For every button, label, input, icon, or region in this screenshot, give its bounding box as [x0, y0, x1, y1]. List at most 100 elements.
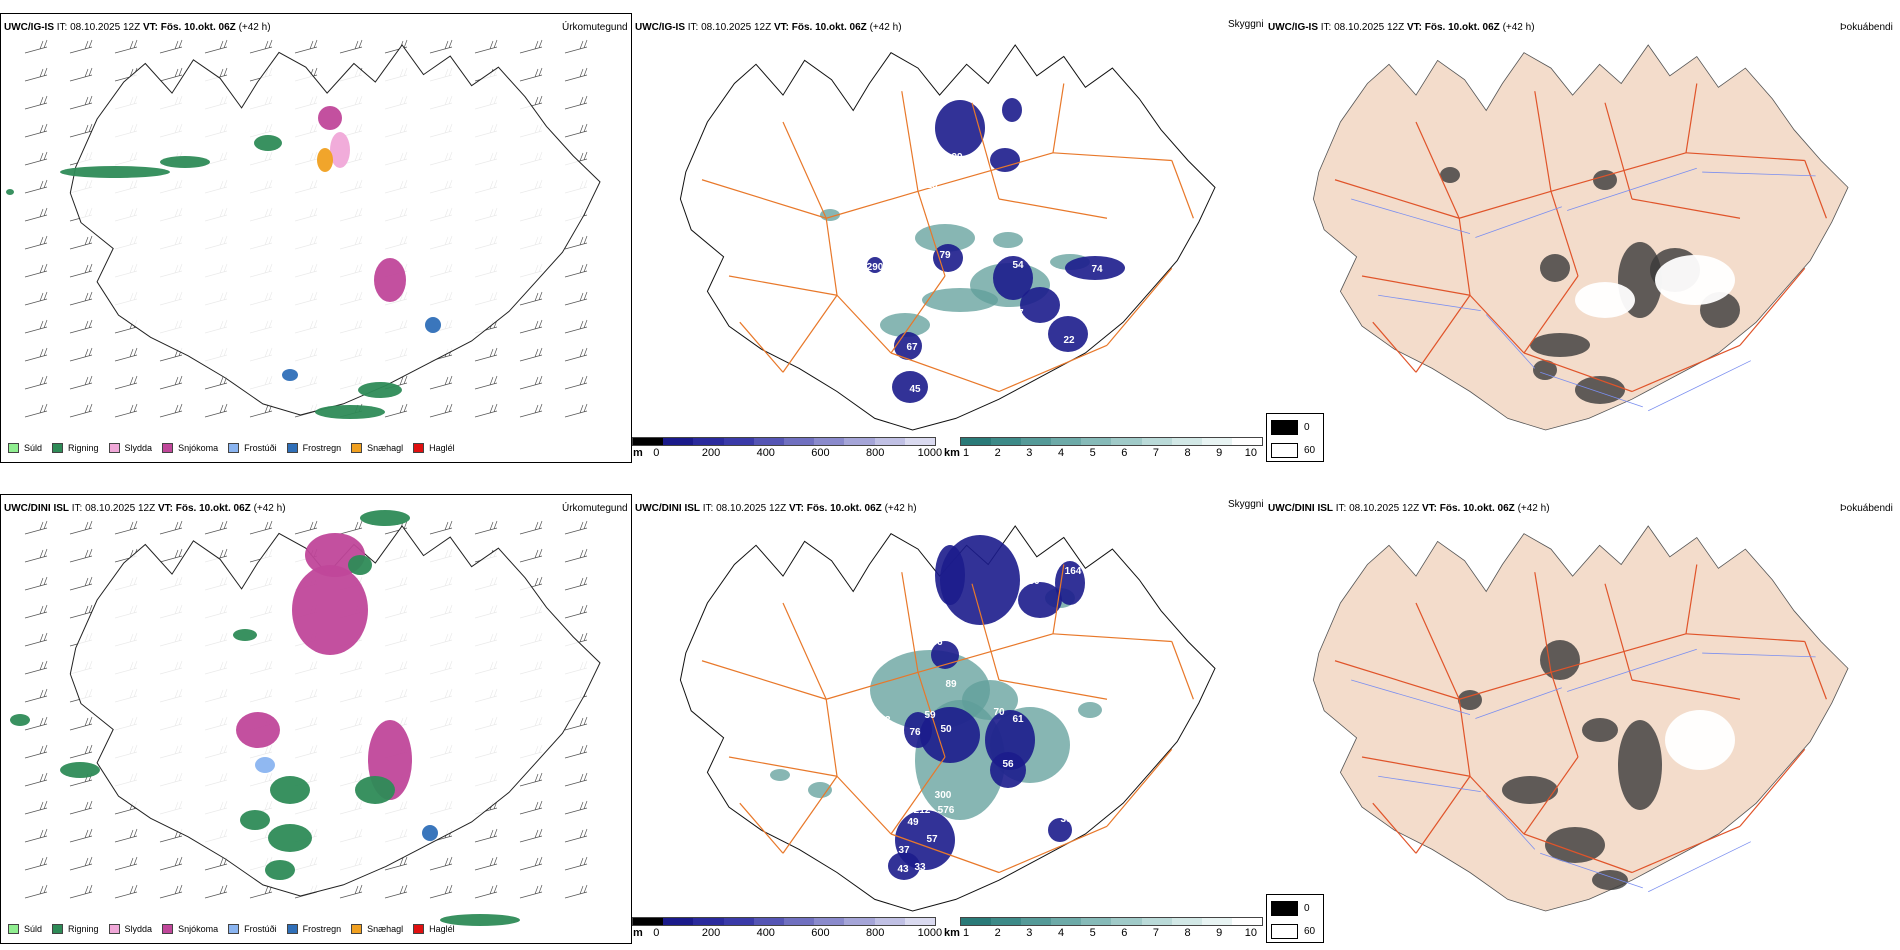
wind-barb — [24, 632, 48, 647]
ceiling-value-label: 37 — [898, 845, 910, 856]
wind-barb — [69, 67, 93, 82]
colorbar-tick: 1 — [962, 447, 970, 459]
legend-item: Súld — [8, 924, 42, 934]
colorbar-tick: 0 — [653, 447, 660, 459]
ceiling-visibility-map: 79 54 37 74 99 13 67 82 45 31 18 22 290 — [679, 44, 1216, 431]
wind-barb — [519, 347, 543, 362]
ceiling-value-label: 37 — [1012, 308, 1024, 319]
legend-swatch — [413, 443, 425, 453]
road-network — [701, 83, 1194, 393]
road-line — [701, 179, 827, 219]
wind-barb — [159, 403, 183, 418]
road-network — [1334, 564, 1827, 893]
colorbar-tick: 3 — [1026, 927, 1033, 939]
visibility-colorbar-swatches — [960, 437, 1263, 446]
road-line — [1052, 564, 1065, 634]
legend-label: Snæhagl — [367, 443, 404, 453]
colorbar-tick: 3 — [1026, 447, 1033, 459]
fog-key-label: 60 — [1304, 925, 1316, 937]
wind-barb — [69, 548, 93, 563]
colorbar-swatch — [1081, 918, 1112, 925]
fog-clear-area — [1665, 710, 1735, 770]
road-line — [739, 802, 784, 854]
legend-swatch — [8, 924, 19, 934]
wind-barb — [69, 291, 93, 306]
wind-barb — [69, 403, 93, 418]
wind-barb — [24, 235, 48, 250]
ceiling-area — [1018, 582, 1062, 618]
wind-barb — [384, 856, 408, 871]
wind-barb — [24, 263, 48, 278]
wind-barb — [339, 39, 363, 54]
legend-item: Haglél — [413, 924, 455, 934]
ceiling-value-label: 45 — [909, 384, 921, 395]
road-line — [1685, 564, 1698, 634]
legend-item: Rigning — [52, 924, 99, 934]
road-line — [1534, 572, 1552, 673]
legend-swatch — [351, 924, 363, 934]
road-line — [1523, 833, 1633, 874]
model-name: UWC/IG-IS — [1268, 22, 1318, 33]
wind-barb — [429, 856, 453, 871]
legend-label: Snæhagl — [367, 924, 404, 934]
ceiling-value-label: 70 — [939, 620, 951, 631]
ceiling-value-label: 50 — [1028, 576, 1040, 587]
wind-barb — [429, 884, 453, 899]
visibility-area — [808, 782, 832, 798]
ceiling-value-label: 212 — [914, 805, 931, 816]
wind-barb — [474, 828, 498, 843]
colorbar-tick: 4 — [1057, 447, 1065, 459]
wind-barb — [204, 856, 228, 871]
road-line — [739, 321, 784, 373]
fog-key-swatch — [1271, 419, 1298, 435]
colorbar-tick: 600 — [811, 927, 830, 939]
visibility-title: Skyggni — [1228, 19, 1264, 30]
precip-area — [315, 405, 385, 419]
colorbar-swatch — [1231, 438, 1262, 445]
ceiling-area — [990, 752, 1026, 788]
precip-type-map — [10, 510, 601, 926]
legend-item: Frostregn — [286, 924, 341, 934]
wind-barb — [429, 39, 453, 54]
road-line — [917, 191, 946, 277]
ceiling-colorbar: 0 200 400 600 800 1000 — [632, 917, 942, 940]
fog-key: 0 60 — [1266, 894, 1324, 943]
ceiling-value-label: 22 — [1063, 335, 1075, 346]
wind-barb — [24, 856, 48, 871]
road-line — [971, 583, 1000, 681]
river-line — [1378, 775, 1481, 793]
it-value: 08.10.2025 12Z — [70, 22, 141, 33]
road-line — [1052, 83, 1065, 153]
fog-key-label: 0 — [1304, 902, 1310, 914]
wind-barb — [564, 856, 588, 871]
it-value: 08.10.2025 12Z — [1334, 22, 1405, 33]
wind-barb — [474, 39, 498, 54]
wind-barb — [69, 263, 93, 278]
precip-area — [282, 369, 298, 381]
ceiling-value-label: 164 — [1065, 566, 1082, 577]
wind-barb — [24, 744, 48, 759]
road-line — [1334, 660, 1460, 700]
road-line — [836, 294, 892, 354]
colorbar-swatch — [844, 918, 875, 925]
precip-area — [355, 776, 395, 804]
wind-barb — [69, 716, 93, 731]
row2-fog-panel: 0 60 — [1265, 494, 1900, 944]
colorbar-swatch — [874, 438, 905, 445]
precip-area — [265, 860, 295, 880]
road-line — [1685, 152, 1805, 162]
road-line — [1415, 602, 1460, 700]
ceiling-value-label: 105 — [960, 644, 977, 655]
river-line — [1648, 360, 1751, 412]
river-line — [1648, 841, 1751, 893]
colorbar-swatch — [633, 438, 664, 445]
precip-area — [240, 810, 270, 830]
precip-areas — [10, 510, 520, 926]
fog-title: Þokuábendi — [1840, 503, 1893, 514]
colorbar-swatch — [723, 918, 754, 925]
wind-barb — [339, 520, 363, 535]
wind-barb — [564, 548, 588, 563]
wind-barb — [564, 800, 588, 815]
visibility-colorbar-ticks: 1 2 3 4 5 6 7 8 9 10 — [960, 446, 1263, 460]
wind-barb — [384, 403, 408, 418]
